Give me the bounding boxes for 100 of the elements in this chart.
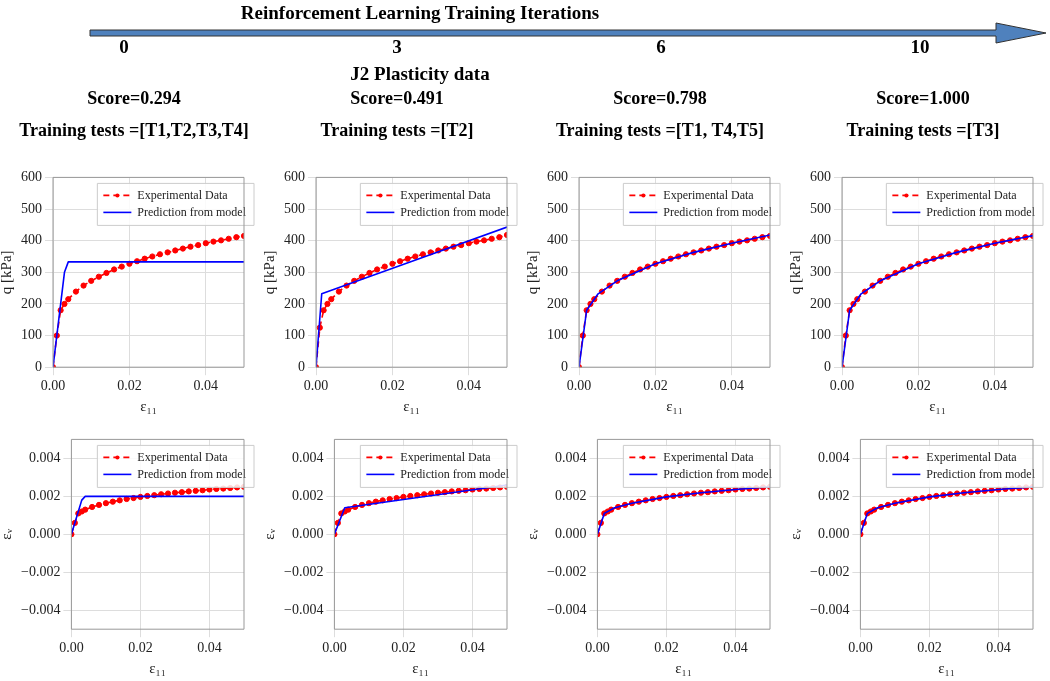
y-tick-label: 300 [284, 263, 305, 279]
legend-label: Prediction from model [400, 204, 510, 219]
legend-label: Prediction from model [137, 204, 247, 219]
x-tick-label: 0.04 [460, 640, 485, 656]
y-tick-label: 200 [547, 295, 568, 311]
x-tick-label: 0.04 [719, 378, 745, 394]
y-tick-label: 300 [547, 263, 568, 279]
chart-title: Score=0.798 [612, 88, 708, 110]
x-tick-label: 0.00 [303, 378, 329, 394]
y-tick-label: 0.002 [554, 488, 587, 504]
y-tick-label: 0.004 [291, 450, 324, 466]
x-tick-label: 0.02 [128, 640, 153, 656]
legend-label: Experimental Data [926, 449, 1018, 464]
x-tick-label: 0.00 [40, 378, 66, 394]
legend-label: Prediction from model [400, 466, 510, 481]
y-tick-label: 0 [824, 358, 831, 374]
y-tick-label: 500 [547, 200, 568, 216]
x-tick-label: 0.00 [848, 640, 873, 656]
y-tick-label: 500 [284, 200, 305, 216]
chart-subtitle: Training tests =[T2] [319, 119, 475, 142]
x-axis-title: ε₁₁ [149, 659, 167, 676]
y-tick-label: 400 [547, 232, 568, 248]
legend-label: Experimental Data [137, 449, 229, 464]
x-tick-label: 0.04 [456, 378, 482, 394]
x-tick-label: 0.00 [829, 378, 855, 394]
y-tick-label: −0.004 [546, 601, 587, 617]
y-tick-label: 100 [284, 327, 305, 343]
chart-title: Score=1.000 [875, 88, 971, 110]
y-axis-title: εᵥ [786, 528, 803, 540]
y-tick-label: 600 [284, 169, 305, 185]
chart-subtitle: Training tests =[T3] [845, 119, 1001, 142]
text: 0 [118, 36, 130, 58]
text: 3 [391, 36, 403, 58]
chart-subtitle: Training tests =[T1,T2,T3,T4] [18, 119, 250, 142]
y-tick-label: 500 [21, 200, 42, 216]
y-tick-label: 0.004 [817, 450, 850, 466]
legend-label: Experimental Data [663, 449, 755, 464]
y-axis-title: εᵥ [260, 528, 277, 540]
y-tick-label: −0.002 [283, 563, 324, 579]
x-tick-label: 0.02 [391, 640, 416, 656]
y-tick-label: −0.002 [546, 563, 587, 579]
y-tick-label: 200 [284, 295, 305, 311]
y-tick-label: 400 [21, 232, 42, 248]
text: J2 Plasticity data [349, 63, 491, 85]
y-tick-label: 400 [284, 232, 305, 248]
legend-label: Experimental Data [400, 449, 492, 464]
legend-label: Prediction from model [137, 466, 247, 481]
legend-label: Prediction from model [663, 204, 773, 219]
x-tick-label: 0.00 [59, 640, 84, 656]
y-axis-title: q [kPa] [0, 250, 14, 295]
y-tick-label: 0.002 [291, 488, 324, 504]
x-tick-label: 0.04 [193, 378, 219, 394]
y-tick-label: 0.002 [817, 488, 850, 504]
y-tick-label: 300 [810, 263, 831, 279]
y-tick-label: 200 [21, 295, 42, 311]
legend-label: Prediction from model [663, 466, 773, 481]
y-tick-label: 200 [810, 295, 831, 311]
y-tick-label: 600 [810, 169, 831, 185]
y-tick-label: −0.004 [20, 601, 61, 617]
y-tick-label: 300 [21, 263, 42, 279]
y-axis-title: q [kPa] [260, 250, 277, 295]
x-tick-label: 0.04 [723, 640, 748, 656]
y-axis-title: q [kPa] [786, 250, 803, 295]
y-axis-title: εᵥ [523, 528, 540, 540]
y-tick-label: 600 [21, 169, 42, 185]
x-axis-title: ε₁₁ [666, 397, 683, 414]
x-axis-title: ε₁₁ [938, 659, 956, 676]
x-axis-title: ε₁₁ [403, 397, 420, 414]
legend-label: Experimental Data [400, 187, 492, 202]
x-axis-title: ε₁₁ [929, 397, 946, 414]
text: 6 [655, 36, 667, 58]
y-tick-label: 100 [21, 327, 42, 343]
x-tick-label: 0.02 [906, 378, 931, 394]
x-tick-label: 0.02 [117, 378, 142, 394]
legend-label: Prediction from model [926, 204, 1036, 219]
y-tick-label: 0.000 [28, 525, 61, 541]
x-tick-label: 0.04 [982, 378, 1008, 394]
legend-label: Experimental Data [663, 187, 755, 202]
x-tick-label: 0.00 [322, 640, 347, 656]
x-tick-label: 0.00 [585, 640, 610, 656]
x-tick-label: 0.02 [643, 378, 668, 394]
text: 10 [909, 36, 931, 58]
y-tick-label: 0.002 [28, 488, 61, 504]
y-tick-label: 400 [810, 232, 831, 248]
text: Reinforcement Learning Training Iterations [239, 2, 601, 24]
x-axis-title: ε₁₁ [412, 659, 430, 676]
y-axis-title: εᵥ [0, 528, 14, 540]
x-axis-title: ε₁₁ [140, 397, 157, 414]
y-tick-label: −0.002 [20, 563, 61, 579]
y-tick-label: 0 [561, 358, 568, 374]
x-tick-label: 0.02 [654, 640, 679, 656]
y-axis-title: q [kPa] [523, 250, 540, 295]
y-tick-label: 100 [547, 327, 568, 343]
x-tick-label: 0.00 [566, 378, 592, 394]
y-tick-label: 0.004 [554, 450, 587, 466]
x-tick-label: 0.02 [917, 640, 942, 656]
x-tick-label: 0.04 [986, 640, 1011, 656]
y-tick-label: 600 [547, 169, 568, 185]
y-tick-label: 0.000 [291, 525, 324, 541]
legend-label: Prediction from model [926, 466, 1036, 481]
